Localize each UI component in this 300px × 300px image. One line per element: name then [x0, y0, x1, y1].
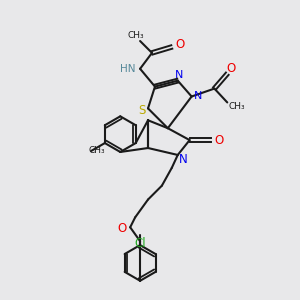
Text: O: O	[226, 62, 236, 75]
Text: O: O	[175, 38, 184, 52]
Text: Cl: Cl	[134, 237, 146, 250]
Text: N: N	[175, 70, 183, 80]
Text: N: N	[179, 153, 188, 167]
Text: O: O	[118, 222, 127, 235]
Text: O: O	[215, 134, 224, 147]
Text: CH₃: CH₃	[89, 146, 105, 155]
Text: CH₃: CH₃	[229, 102, 245, 111]
Text: HN: HN	[120, 64, 135, 74]
Text: N: N	[194, 91, 203, 100]
Text: CH₃: CH₃	[128, 31, 144, 40]
Text: S: S	[138, 104, 146, 117]
